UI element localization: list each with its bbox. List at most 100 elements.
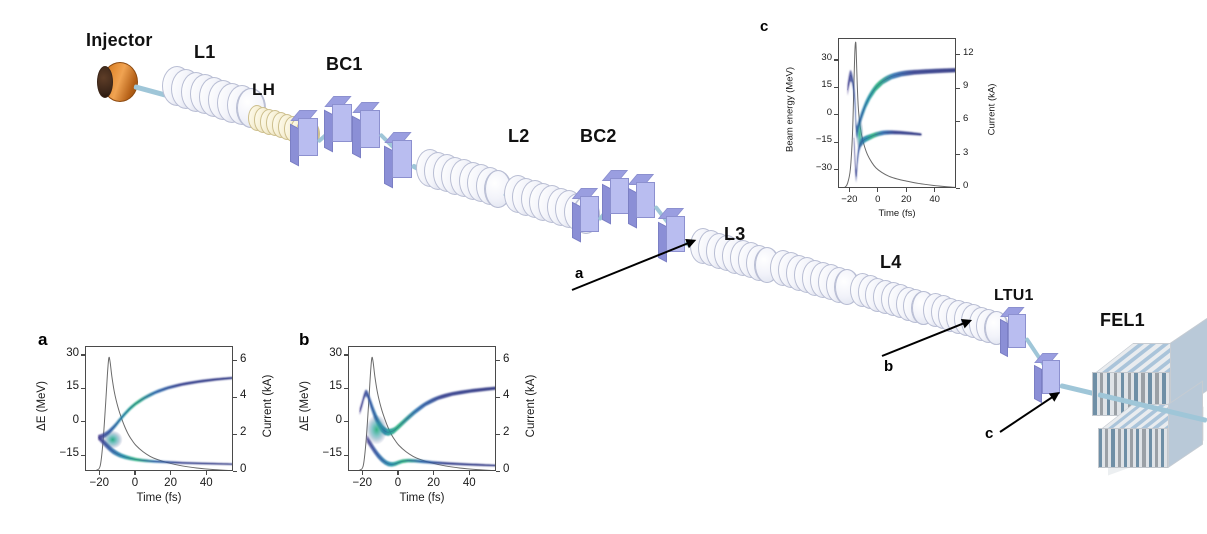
ytick-label-b-1: 0 [335, 413, 342, 426]
y2tick-label-b-1: 2 [503, 426, 510, 439]
plot-frame-c [838, 38, 956, 188]
plot-data-a [96, 356, 232, 470]
plot-frame-a [85, 346, 233, 471]
xtick-label-b-3: 40 [462, 477, 476, 489]
beamline-label-lh: LH [252, 80, 276, 99]
xtick-label-c-1: 0 [875, 194, 881, 205]
xtick-mark-c-2 [905, 188, 907, 192]
ytick-mark-c-0 [834, 169, 838, 171]
ytick-label-a-0: −15 [59, 447, 79, 460]
xlabel-c: Time (fs) [878, 208, 916, 219]
plot-data-c [844, 41, 955, 187]
ytick-label-b-3: 30 [329, 346, 342, 359]
ytick-mark-a-3 [81, 354, 85, 356]
ytick-label-a-3: 30 [66, 346, 79, 359]
xtick-label-a-3: 40 [199, 477, 213, 489]
y2tick-mark-c-4 [956, 54, 960, 56]
ytick-mark-b-3 [344, 354, 348, 356]
beamline-label-fel1: FEL1 [1100, 310, 1145, 330]
ytick-label-c-3: 15 [821, 79, 832, 91]
inset-plot-c: −30 −15 0 15 30 0 3 6 9 12 −20 0 20 40 Beam energy (Me… [0, 0, 998, 219]
ytick-label-c-1: −15 [815, 134, 832, 146]
ytick-mark-a-2 [81, 387, 85, 389]
y2label-b: Current (kA) [525, 374, 537, 437]
y2tick-label-a-1: 2 [240, 426, 247, 439]
ytick-mark-c-4 [834, 59, 838, 61]
panel-letter-b: b [299, 330, 310, 349]
ytick-label-c-4: 30 [821, 51, 832, 63]
bend-magnet-bc2-3 [628, 174, 655, 229]
ytick-mark-c-3 [834, 86, 838, 88]
y2tick-mark-b-2 [496, 396, 500, 399]
callout-label-c: c [985, 425, 994, 442]
y2tick-mark-b-0 [496, 470, 500, 472]
y2tick-mark-a-2 [233, 396, 237, 399]
y2tick-mark-b-3 [496, 360, 500, 362]
ylabel-a: ΔE (MeV) [36, 380, 48, 431]
ytick-mark-b-1 [344, 421, 348, 423]
y2tick-label-b-3: 6 [503, 352, 510, 365]
xtick-mark-c-1 [877, 188, 879, 192]
ytick-mark-c-2 [834, 114, 838, 116]
ytick-mark-b-2 [344, 387, 348, 389]
y2tick-mark-b-1 [496, 433, 500, 435]
y2tick-label-a-0: 0 [240, 463, 247, 475]
y2tick-label-a-2: 4 [240, 389, 247, 402]
xtick-label-c-2: 20 [900, 194, 912, 205]
linac-module-L2a [0, 0, 513, 208]
y2tick-mark-a-3 [233, 360, 237, 362]
xtick-label-b-1: 0 [394, 477, 402, 489]
panel-letter-a: a [38, 330, 48, 349]
xtick-label-a-0: −20 [89, 477, 109, 489]
bend-magnet-bc2-1 [572, 188, 599, 243]
y2tick-label-c-0: 0 [963, 180, 969, 191]
xtick-label-a-1: 0 [131, 477, 139, 489]
y2tick-mark-c-3 [956, 87, 960, 89]
inset-plot-a: −15 0 15 30 0 2 4 6 −20 0 20 40 ΔE (MeV) Current (kA)… [0, 0, 274, 504]
xtick-mark-c-3 [934, 188, 936, 192]
linac-module-L1 [0, 0, 266, 129]
y2tick-mark-c-0 [956, 187, 960, 189]
ytick-label-c-0: −30 [815, 161, 832, 173]
y2tick-mark-c-2 [956, 120, 960, 122]
y2tick-mark-a-0 [233, 470, 237, 472]
ytick-label-c-2: 0 [826, 106, 832, 118]
xtick-mark-a-2 [170, 471, 172, 475]
xtick-label-b-0: −20 [352, 477, 372, 489]
ylabel-c: Beam energy (MeV) [784, 67, 796, 153]
callout-arrow-c [997, 387, 1064, 437]
ytick-label-a-1: 0 [72, 413, 79, 426]
y2tick-label-a-3: 6 [240, 352, 247, 365]
y2tick-mark-a-1 [233, 433, 237, 435]
xtick-mark-b-2 [433, 471, 435, 475]
ytick-mark-a-1 [81, 421, 85, 423]
bend-magnet-bc2-4 [658, 208, 685, 263]
beamline-label-injector: Injector [86, 30, 153, 50]
ytick-mark-b-0 [344, 454, 348, 456]
bend-magnet-bc1-2 [323, 95, 352, 153]
xlabel-b: Time (fs) [399, 492, 445, 504]
xtick-label-b-2: 20 [427, 477, 440, 489]
inset-plot-b: −15 0 15 30 0 2 4 6 −20 0 20 40 ΔE (MeV) Current (kA)… [0, 0, 537, 504]
ylabel-b: ΔE (MeV) [299, 380, 311, 431]
bend-magnet-bc1-3 [351, 101, 380, 159]
plot-frame-b [348, 346, 496, 471]
y2tick-label-b-0: 0 [503, 463, 510, 475]
injector-cathode [97, 62, 138, 102]
panel-letter-c: c [760, 18, 769, 35]
beamline-label-l3: L3 [724, 224, 746, 244]
beamline-label-l4: L4 [880, 252, 902, 272]
xtick-label-a-2: 20 [164, 477, 177, 489]
beamline-label-bc1: BC1 [326, 54, 363, 74]
xtick-mark-a-3 [205, 471, 207, 475]
xtick-mark-a-1 [134, 471, 136, 475]
beamline-label-ltu1: LTU1 [994, 287, 1034, 304]
xtick-mark-b-3 [468, 471, 470, 475]
beamline-label-l1: L1 [194, 42, 216, 62]
ytick-label-a-2: 15 [66, 380, 79, 393]
plot-data-b [359, 356, 495, 470]
xtick-label-c-0: −20 [841, 194, 858, 205]
bend-magnet-ltu1-1 [1000, 306, 1026, 358]
callout-arrow-a [570, 234, 698, 295]
xtick-mark-a-0 [98, 471, 100, 475]
